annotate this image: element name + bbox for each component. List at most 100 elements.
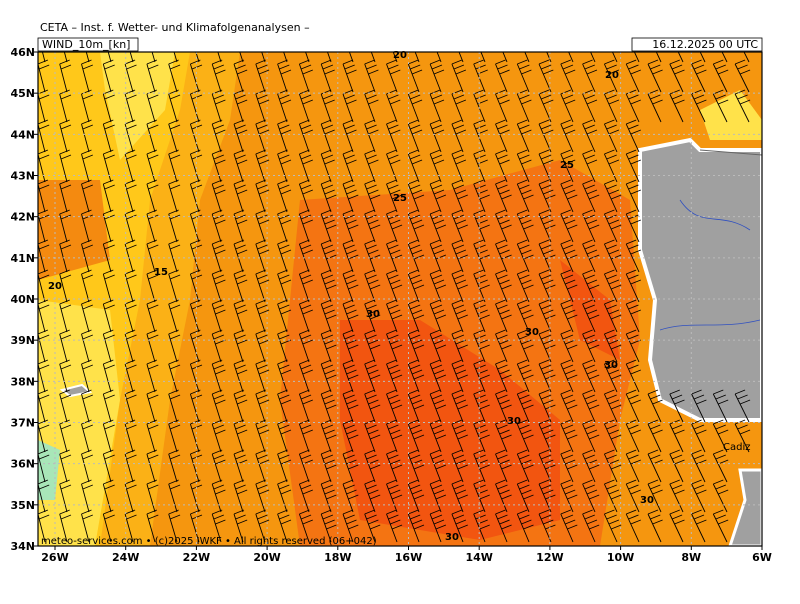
- wind-barb: [42, 52, 46, 63]
- wind-barb: [233, 509, 248, 543]
- wind-barb: [81, 329, 93, 363]
- wind-barb: [168, 149, 181, 183]
- wind-barb: [451, 359, 468, 393]
- wind-barb: [211, 479, 226, 513]
- wind-barb: [386, 359, 403, 393]
- wind-barb: [63, 52, 68, 63]
- wind-barb: [59, 329, 72, 363]
- wind-barb: [298, 59, 313, 93]
- wind-barb: [407, 209, 425, 243]
- wind-barb: [81, 179, 93, 213]
- wind-barb: [429, 359, 447, 393]
- wind-barb: [429, 389, 447, 423]
- wind-barb: [211, 119, 226, 153]
- wind-barb: [146, 269, 159, 303]
- wind-barb: [603, 329, 622, 363]
- lat-label: 42N: [10, 211, 35, 224]
- wind-barb: [582, 479, 600, 513]
- wind-barb: [59, 209, 72, 243]
- wind-barb: [364, 449, 381, 483]
- wind-barb: [168, 269, 181, 303]
- wind-barb: [625, 149, 641, 183]
- wind-barb: [647, 59, 663, 93]
- wind-barb: [538, 119, 554, 153]
- wind-barb: [625, 239, 641, 273]
- wind-barb: [189, 389, 203, 423]
- wind-barb: [124, 269, 137, 303]
- wind-barb: [603, 449, 622, 483]
- wind-barb: [669, 389, 685, 423]
- wind-barb: [603, 149, 620, 183]
- wind-barb: [364, 59, 379, 93]
- wind-barb: [277, 359, 292, 393]
- wind-barb: [364, 509, 381, 543]
- wind-barb: [603, 89, 620, 123]
- wind-barb: [59, 119, 72, 153]
- wind-barb: [320, 359, 337, 393]
- wind-barb: [451, 59, 467, 93]
- wind-barb: [342, 119, 357, 153]
- wind-barb: [59, 509, 72, 543]
- wind-barb: [211, 59, 226, 93]
- wind-barb: [625, 59, 641, 93]
- wind-barb: [298, 509, 313, 543]
- wind-barb: [124, 149, 137, 183]
- wind-barb: [81, 59, 93, 93]
- wind-barb: [364, 149, 379, 183]
- wind-barb: [189, 359, 203, 393]
- wind-barb: [538, 329, 556, 363]
- wind-barb: [734, 59, 751, 93]
- wind-barb: [81, 269, 93, 303]
- wind-barb: [255, 299, 270, 333]
- lon-label: 8W: [681, 551, 701, 564]
- lon-label: 6W: [752, 551, 772, 564]
- wind-barb: [38, 509, 50, 543]
- wind-barb: [255, 419, 270, 453]
- wind-barb: [277, 419, 292, 453]
- wind-barb: [168, 479, 181, 513]
- wind-barb: [38, 359, 50, 393]
- wind-barb: [146, 389, 159, 423]
- wind-barb: [516, 329, 534, 363]
- wind-barb: [560, 419, 578, 453]
- wind-barb: [277, 509, 292, 543]
- wind-barb: [560, 509, 578, 543]
- wind-barb: [189, 59, 203, 93]
- wind-barb: [603, 119, 620, 153]
- wind-barb: [38, 59, 50, 93]
- contour-label: 15: [154, 267, 168, 278]
- wind-barb: [495, 269, 512, 303]
- wind-barb: [495, 89, 510, 123]
- wind-barb: [364, 179, 381, 213]
- wind-barb: [124, 299, 137, 333]
- wind-barb: [734, 419, 751, 453]
- wind-barb: [320, 179, 337, 213]
- contour-label: 20: [48, 281, 62, 292]
- wind-barb: [146, 119, 159, 153]
- wind-barb: [582, 359, 600, 393]
- wind-barb: [255, 389, 270, 423]
- wind-barb: [495, 509, 512, 543]
- wind-barb: [451, 149, 467, 183]
- wind-barb: [233, 389, 248, 423]
- wind-barb: [407, 509, 425, 543]
- wind-barb: [451, 509, 468, 543]
- lon-label: 22W: [183, 551, 210, 564]
- wind-barb: [407, 359, 425, 393]
- wind-barb: [168, 359, 181, 393]
- river: [659, 199, 761, 331]
- wind-barb: [81, 449, 93, 483]
- contour-label: 30: [507, 416, 521, 427]
- wind-barb: [647, 479, 663, 513]
- wind-barb: [603, 389, 622, 423]
- wind-barb: [451, 479, 468, 513]
- wind-barb: [81, 389, 93, 423]
- wind-barb: [298, 299, 313, 333]
- wind-barb: [342, 269, 359, 303]
- wind-barb: [255, 449, 270, 483]
- wind-barb: [255, 509, 270, 543]
- wind-barb: [38, 419, 50, 453]
- lat-label: 37N: [10, 417, 35, 430]
- wind-barb: [429, 209, 447, 243]
